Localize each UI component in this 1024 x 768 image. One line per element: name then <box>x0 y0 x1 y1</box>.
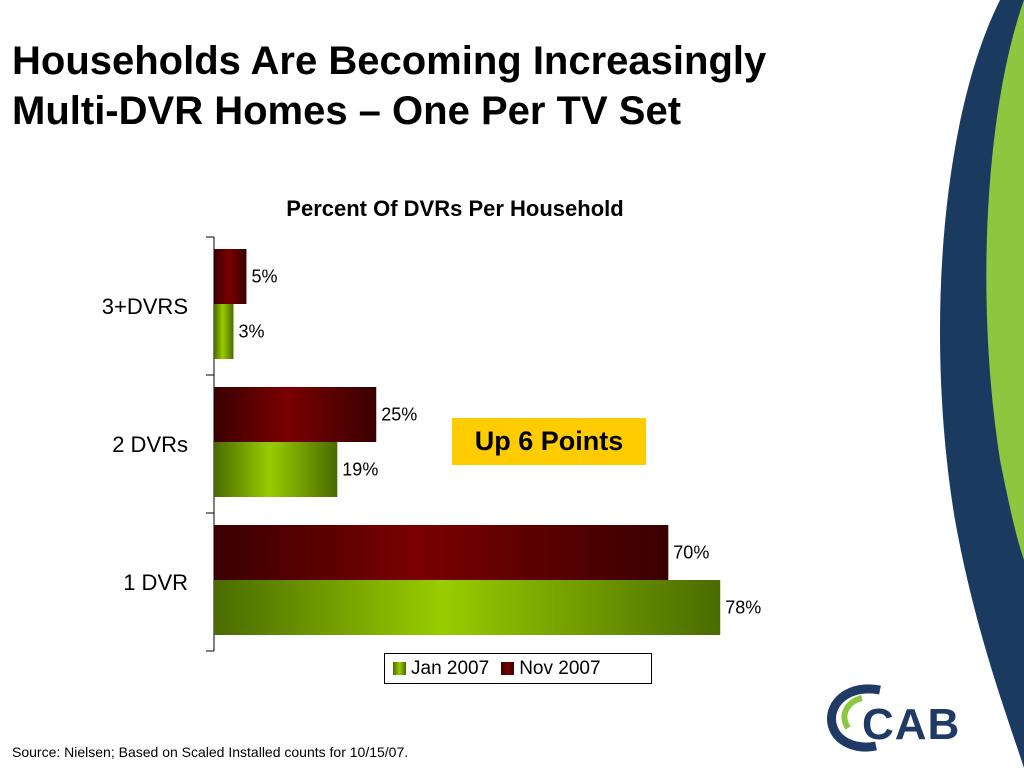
legend-label-nov-2007: Nov 2007 <box>519 657 601 679</box>
data-label: 70% <box>673 543 709 563</box>
data-label: 3% <box>238 322 264 342</box>
bar-jan-2007 <box>214 304 234 359</box>
data-label: 5% <box>251 267 277 287</box>
legend-swatch-nov-2007 <box>501 662 515 675</box>
legend-item-nov-2007: Nov 2007 <box>501 657 601 680</box>
data-label: 25% <box>381 405 417 425</box>
cab-logo-text: CAB <box>862 700 961 749</box>
legend-label-jan-2007: Jan 2007 <box>411 657 490 679</box>
category-label: 1 DVR <box>123 570 188 595</box>
legend-item-jan-2007: Jan 2007 <box>393 658 489 680</box>
category-label: 2 DVRs <box>112 432 188 457</box>
bar-nov-2007 <box>214 249 247 304</box>
slide-title-line-2: Multi-DVR Homes – One Per TV Set <box>12 89 682 133</box>
source-note: Source: Nielsen; Based on Scaled Install… <box>12 744 409 760</box>
cab-logo: CAB <box>822 680 982 752</box>
slide-title: Households Are Becoming Increasingly Mul… <box>12 36 912 136</box>
up-6-points-callout: Up 6 Points <box>452 418 646 465</box>
green-swoosh <box>986 0 1024 560</box>
legend-swatch-jan-2007 <box>393 662 406 675</box>
slide-title-line-1: Households Are Becoming Increasingly <box>12 39 767 83</box>
chart-title: Percent Of DVRs Per Household <box>286 196 624 221</box>
data-label: 19% <box>342 460 378 480</box>
category-label: 3+DVRS <box>102 294 188 319</box>
bar-jan-2007 <box>214 442 338 497</box>
bar-nov-2007 <box>214 525 669 580</box>
chart-legend: Jan 2007 Nov 2007 <box>384 653 652 684</box>
data-label: 78% <box>725 598 761 618</box>
bar-jan-2007 <box>214 580 721 635</box>
cab-logo-mark <box>827 684 881 752</box>
bar-nov-2007 <box>214 387 377 442</box>
